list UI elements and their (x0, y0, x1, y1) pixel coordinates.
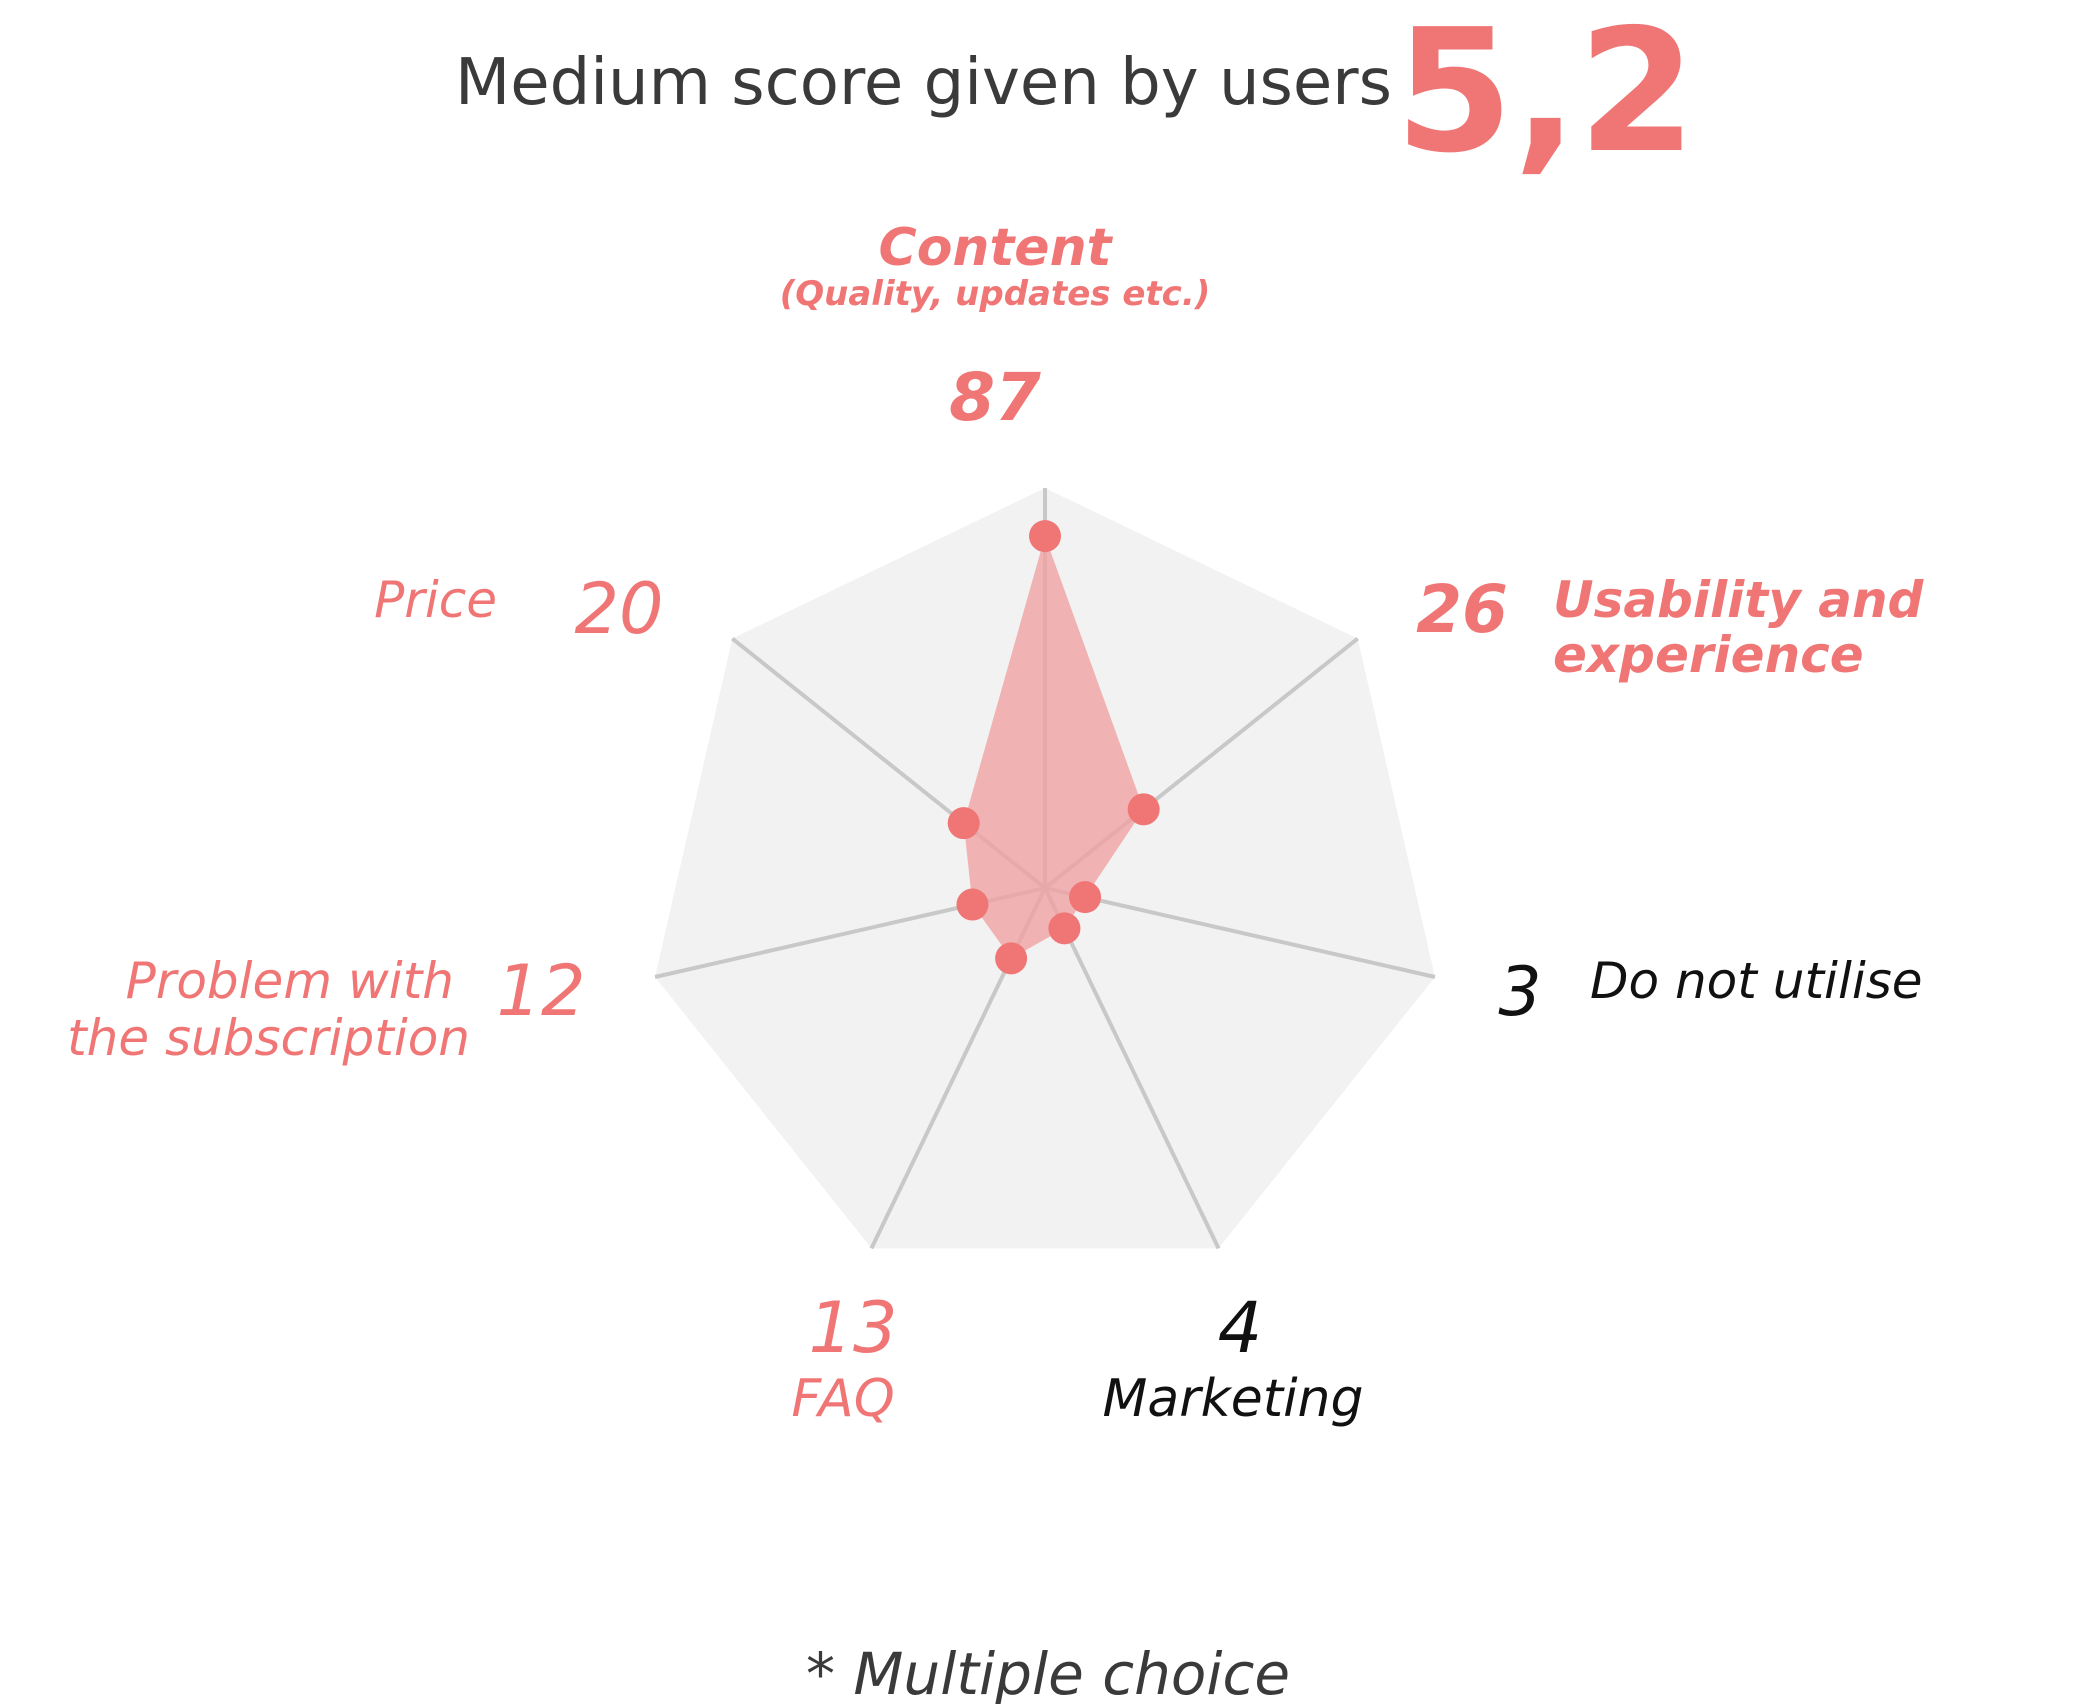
header-score: 5,2 (1395, 0, 1696, 191)
axis-value-problem-subscription: 12 (496, 950, 585, 1032)
axis-label-price: Price (374, 571, 497, 629)
radar-area (963, 536, 1144, 959)
axis-value-content: 87 (949, 359, 1041, 436)
radar-spoke (1044, 886, 1436, 979)
axis-label-usability-line2: experience (1553, 626, 1864, 684)
axis-label-do-not-utilise: Do not utilise (1590, 952, 1923, 1010)
axis-label-content: Content (879, 218, 1114, 278)
footnote: * Multiple choice (806, 1640, 1290, 1704)
axis-sublabel-content: (Quality, updates etc.) (780, 274, 1211, 314)
radar-point-usability-and-experience (1127, 793, 1160, 826)
axis-label-problem-subscription-line1: Problem with (126, 952, 454, 1010)
axis-value-marketing: 4 (1218, 1287, 1263, 1369)
radar-point-price (947, 807, 980, 840)
axis-value-faq: 13 (808, 1287, 897, 1369)
radar-point-problem-with-the-subscription (956, 888, 989, 921)
radar-spoke (1043, 887, 1221, 1250)
axis-value-do-not-utilise: 3 (1498, 953, 1541, 1032)
header-label: Medium score given by users (455, 46, 1392, 120)
radar-point-faq (995, 942, 1028, 975)
axis-value-price: 20 (574, 568, 663, 650)
radar-point-do-not-utilise (1069, 881, 1102, 914)
radar-point-content (1029, 520, 1061, 553)
axis-label-usability-line1: Usability and (1553, 571, 1925, 629)
radar-point-marketing (1048, 912, 1081, 945)
radar-series (947, 520, 1160, 975)
axis-label-problem-subscription-line2: the subscription (67, 1009, 470, 1067)
axis-label-marketing: Marketing (1102, 1369, 1363, 1429)
axis-label-faq: FAQ (791, 1369, 894, 1429)
axis-value-usability: 26 (1416, 571, 1508, 648)
